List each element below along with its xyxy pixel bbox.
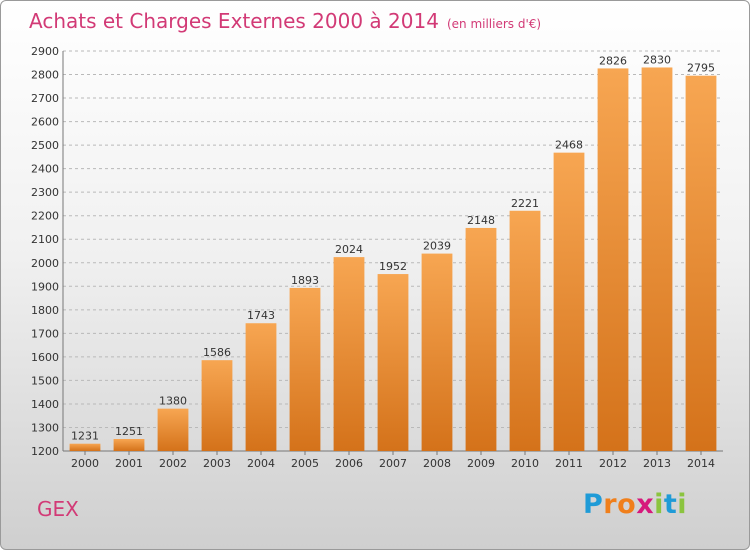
bar <box>333 257 365 451</box>
bar <box>157 408 189 451</box>
x-tick-label: 2003 <box>203 457 231 470</box>
bar <box>421 253 453 451</box>
y-tick-label: 2000 <box>31 257 59 270</box>
data-label: 2024 <box>335 243 363 256</box>
data-label: 2826 <box>599 54 627 67</box>
logo-letter: P <box>583 489 604 520</box>
data-label: 2795 <box>687 62 715 75</box>
logo-letter: r <box>603 489 618 520</box>
data-label: 1380 <box>159 395 187 408</box>
data-label: 2148 <box>467 214 495 227</box>
data-label: 2830 <box>643 53 671 66</box>
bars <box>69 67 717 452</box>
data-labels: 1231 1251 1380 1586 1743 1893 2024 1952 2039 2148… <box>71 53 715 442</box>
data-label: 2468 <box>555 139 583 152</box>
chart-subtitle: (en milliers d'€) <box>446 17 542 31</box>
bar <box>553 152 585 451</box>
y-tick-label: 2300 <box>31 186 59 199</box>
x-tick-label: 2000 <box>71 457 99 470</box>
bar <box>69 443 101 451</box>
bar <box>509 210 541 451</box>
y-tick-label: 1600 <box>31 351 59 364</box>
x-tick-label: 2012 <box>599 457 627 470</box>
proxiti-logo: Proxiti <box>583 489 687 520</box>
x-tick-label: 2008 <box>423 457 451 470</box>
data-label: 1893 <box>291 274 319 287</box>
logo-letter: i <box>654 489 664 520</box>
bar <box>685 75 717 452</box>
x-tick-label: 2005 <box>291 457 319 470</box>
data-label: 1251 <box>115 425 143 438</box>
logo-letter: o <box>617 489 637 520</box>
bar <box>201 360 233 451</box>
bar <box>641 67 673 452</box>
bar <box>465 227 497 451</box>
bar <box>377 274 409 451</box>
x-tick-label: 2001 <box>115 457 143 470</box>
logo-letter: x <box>636 489 655 520</box>
y-tick-label: 2100 <box>31 233 59 246</box>
y-tick-label: 2600 <box>31 116 59 129</box>
data-label: 1952 <box>379 260 407 273</box>
x-tick-labels: 2000 2001 2002 2003 2004 2005 2006 2007 2008 2009… <box>71 457 715 470</box>
logo-letter: i <box>677 489 688 520</box>
data-label: 1586 <box>203 346 231 359</box>
data-label: 2221 <box>511 197 539 210</box>
bar <box>113 439 145 451</box>
x-tick-label: 2007 <box>379 457 407 470</box>
x-tick-label: 2013 <box>643 457 671 470</box>
y-tick-label: 2900 <box>31 45 59 58</box>
chart-title: Achats et Charges Externes 2000 à 2014 (e… <box>29 9 541 33</box>
y-tick-label: 1500 <box>31 374 59 387</box>
data-label: 2039 <box>423 240 451 253</box>
x-tick-label: 2010 <box>511 457 539 470</box>
logo-letter: t <box>663 489 678 520</box>
bar <box>245 323 277 451</box>
data-label: 1743 <box>247 309 275 322</box>
y-tick-label: 1200 <box>31 445 59 458</box>
y-tick-label: 1300 <box>31 421 59 434</box>
bar <box>289 287 321 451</box>
title-text: Achats et Charges Externes 2000 à 2014 <box>29 9 439 33</box>
y-tick-label: 2400 <box>31 163 59 176</box>
y-tick-label: 2500 <box>31 139 59 152</box>
data-label: 1231 <box>71 430 99 443</box>
x-tick-label: 2011 <box>555 457 583 470</box>
y-tick-label: 1700 <box>31 327 59 340</box>
bar <box>597 68 629 451</box>
y-tick-label: 2200 <box>31 210 59 223</box>
x-tick-label: 2004 <box>247 457 275 470</box>
y-tick-label: 2800 <box>31 69 59 82</box>
place-label: GEX <box>37 497 79 521</box>
y-tick-label: 1800 <box>31 304 59 317</box>
y-tick-label: 1900 <box>31 280 59 293</box>
y-tick-label: 2700 <box>31 92 59 105</box>
x-tick-label: 2006 <box>335 457 363 470</box>
x-tick-label: 2014 <box>687 457 715 470</box>
x-tick-label: 2002 <box>159 457 187 470</box>
x-tick-label: 2009 <box>467 457 495 470</box>
y-tick-label: 1400 <box>31 398 59 411</box>
y-tick-labels: 1200 1300 1400 1500 1600 1700 1800 1900 2000 2100… <box>31 45 59 458</box>
